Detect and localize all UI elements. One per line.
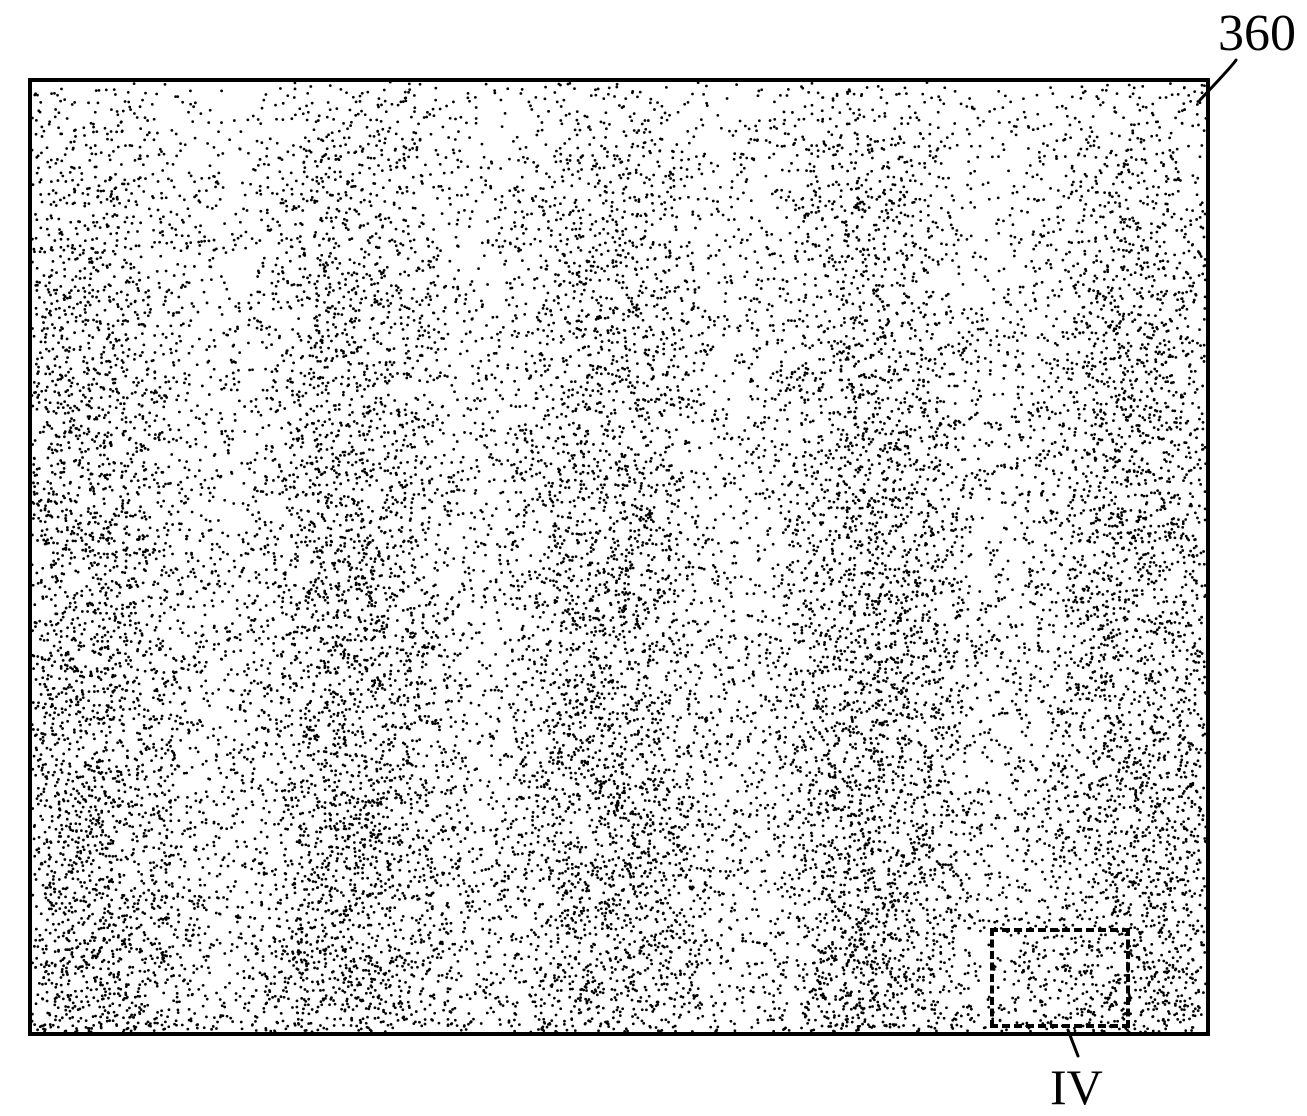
patent-figure: 360 IV (0, 0, 1307, 1102)
detail-region-iv-box (990, 928, 1130, 1028)
stipple-svg (32, 82, 1206, 1032)
element-360-stippled-region (28, 78, 1210, 1036)
label-360: 360 (1218, 4, 1296, 63)
label-iv: IV (1050, 1058, 1103, 1116)
